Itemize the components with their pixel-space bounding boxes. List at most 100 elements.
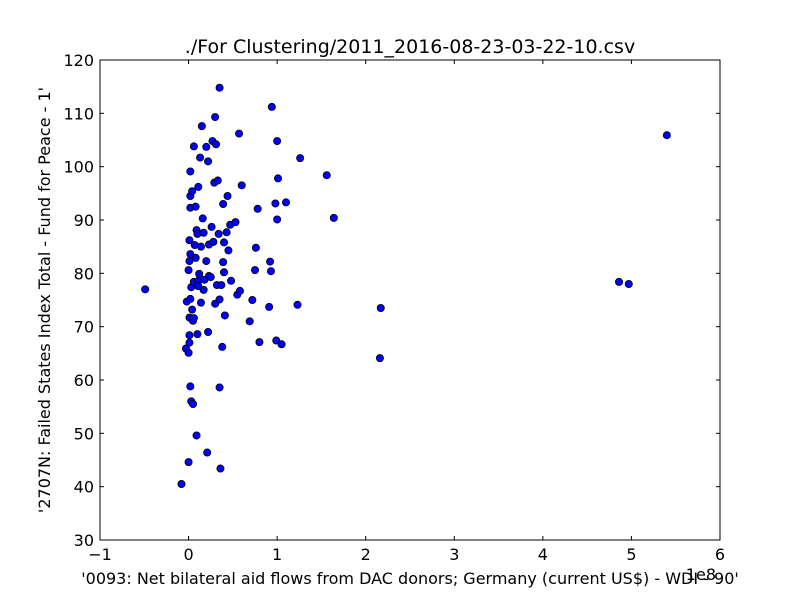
data-point [195,269,204,278]
data-point [376,303,385,312]
data-point [206,273,215,282]
y-tick-label: 40 [74,478,94,497]
data-point [141,285,150,294]
points-layer [141,83,671,488]
data-point [184,348,193,357]
data-point [219,238,228,247]
data-point [191,202,200,211]
data-point [329,213,338,222]
data-point [189,142,198,151]
data-point [220,311,229,320]
data-point [184,458,193,467]
data-point [272,336,281,345]
data-point [211,113,220,122]
data-point [193,330,202,339]
y-tick-label: 80 [74,264,94,283]
data-point [204,327,213,336]
data-point [266,257,275,266]
data-point [188,187,197,196]
data-point [231,218,240,227]
data-point [177,479,186,488]
y-axis-label: '2707N: Failed States Index Total - Fund… [35,87,54,513]
data-point [293,300,302,309]
data-point [207,222,216,231]
data-point [196,242,205,251]
data-point [662,131,671,140]
x-tick-label: 4 [538,545,548,564]
data-point [196,153,205,162]
plot-frame [99,59,721,541]
y-tick-label: 60 [74,371,94,390]
data-point [188,399,197,408]
y-tick-label: 90 [74,211,94,230]
data-point [214,229,223,238]
x-tick-label: −1 [88,545,112,564]
y-tick-label: 50 [74,424,94,443]
x-tick-label: 1 [272,545,282,564]
ticks-layer: −1 0 1 2 3 4 5 6 30 40 50 60 70 80 90 100 110 120 [63,51,725,564]
y-tick-label: 110 [63,104,94,123]
data-point [215,383,224,392]
data-point [209,237,218,246]
data-point [235,286,244,295]
x-tick-label: 0 [183,545,193,564]
data-point [250,266,259,275]
data-point [184,266,193,275]
data-point [224,246,233,255]
data-point [185,338,194,347]
x-axis-offset-label: 1e8 [686,565,716,584]
data-point [219,268,228,277]
x-axis-label: '0093: Net bilateral aid flows from DAC … [81,569,739,588]
data-point [202,257,211,266]
data-point [203,448,212,457]
data-point [265,302,274,311]
data-point [194,182,203,191]
data-point [273,137,282,146]
data-point [296,154,305,163]
data-point [216,464,225,473]
x-tick-label: 2 [361,545,371,564]
data-point [198,214,207,223]
data-point [322,171,331,180]
data-point [204,157,213,166]
data-point [245,317,254,326]
data-point [194,282,203,291]
data-point [185,331,194,340]
y-tick-label: 120 [63,51,94,70]
data-point [186,382,195,391]
data-point [251,243,260,252]
data-point [274,174,283,183]
data-point [281,198,290,207]
data-point [202,142,211,151]
data-point [197,122,206,131]
x-tick-label: 5 [626,545,636,564]
data-point [213,176,222,185]
data-point [192,431,201,440]
data-point [189,314,198,323]
data-point [186,250,195,259]
data-point [615,277,624,286]
data-point [271,199,280,208]
data-point [237,181,246,190]
data-point [215,295,224,304]
y-tick-label: 70 [74,318,94,337]
x-tick-label: 6 [715,545,725,564]
data-point [375,354,384,363]
data-point [199,228,208,237]
data-point [255,338,264,347]
data-point [219,258,228,267]
data-point [212,140,221,149]
data-point [624,279,633,288]
data-point [186,167,195,176]
data-point [191,253,200,262]
data-point [253,204,262,213]
data-point [219,199,228,208]
data-point [188,305,197,314]
data-point [222,228,231,237]
data-point [196,298,205,307]
data-point [185,236,194,245]
chart-title: ./For Clustering/2011_2016-08-23-03-22-1… [185,36,635,58]
data-point [235,129,244,138]
y-tick-label: 30 [74,531,94,550]
